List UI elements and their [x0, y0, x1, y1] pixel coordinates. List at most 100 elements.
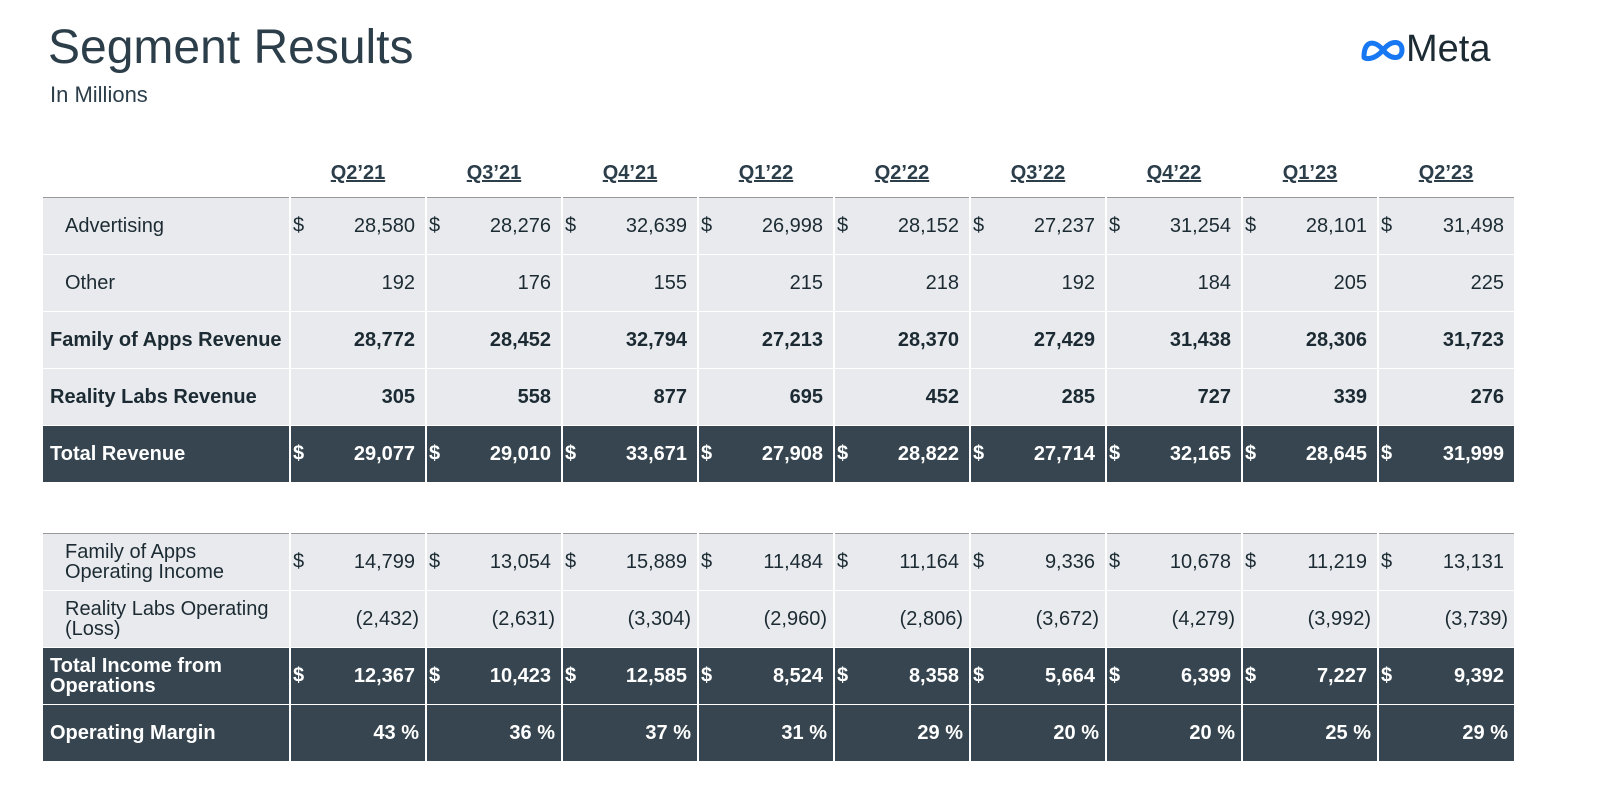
column-header: Q1’23 — [1242, 150, 1378, 198]
value: 176 — [517, 271, 551, 294]
value: 27,908 — [761, 442, 823, 465]
column-header: Q4’21 — [562, 150, 698, 198]
value: 11,219 — [1307, 550, 1367, 573]
cell: $10,678 — [1105, 533, 1243, 591]
currency: $ — [973, 442, 985, 465]
cell: 20 % — [969, 704, 1107, 762]
row: Advertising $28,580 $28,276 $32,639 $26,998 $… — [43, 197, 1514, 255]
value: 32,639 — [625, 214, 687, 237]
row: Operating Margin 43 % 36 % 37 % 31 % 29 % 20 %… — [43, 704, 1514, 762]
cell: 558 — [425, 368, 563, 426]
cell: 276 — [1377, 368, 1514, 426]
value: 32,165 — [1169, 442, 1231, 465]
cell: (2,631) — [425, 590, 563, 648]
value: 877 — [653, 385, 687, 408]
cell: 452 — [833, 368, 971, 426]
value: (2,806) — [899, 607, 963, 630]
value: 25 % — [1325, 721, 1371, 744]
table-income: Family of Apps Operating Income $14,799 $1… — [43, 533, 1514, 762]
value: 215 — [789, 271, 823, 294]
currency: $ — [1109, 664, 1121, 687]
cell: 218 — [833, 254, 971, 312]
cell: $15,889 — [561, 533, 699, 591]
column-header: Q2’22 — [834, 150, 970, 198]
currency: $ — [1245, 550, 1257, 573]
value: 28,370 — [897, 328, 959, 351]
logo-text: Meta — [1406, 28, 1491, 70]
value: 13,054 — [489, 550, 551, 573]
cell: 31,438 — [1105, 311, 1243, 369]
row-label: Total Income from Operations — [43, 647, 291, 705]
currency: $ — [973, 550, 985, 573]
cell: $11,484 — [697, 533, 835, 591]
cell: $28,580 — [289, 197, 427, 255]
value: 9,336 — [1044, 550, 1095, 573]
value: 31,254 — [1169, 214, 1231, 237]
column-header: Q3’22 — [970, 150, 1106, 198]
row-label: Other — [43, 254, 291, 312]
cell: $13,131 — [1377, 533, 1514, 591]
currency: $ — [1109, 214, 1121, 237]
currency: $ — [1381, 664, 1393, 687]
value: 6,399 — [1180, 664, 1231, 687]
cell: $27,908 — [697, 425, 835, 483]
value: 14,799 — [353, 550, 415, 573]
value: 29 % — [1462, 721, 1508, 744]
value: 727 — [1197, 385, 1231, 408]
value: 31 % — [781, 721, 827, 744]
value: 31,498 — [1442, 214, 1504, 237]
currency: $ — [701, 442, 713, 465]
cell: (3,672) — [969, 590, 1107, 648]
value: 27,429 — [1033, 328, 1095, 351]
value: 9,392 — [1453, 664, 1504, 687]
cell: 27,213 — [697, 311, 835, 369]
table-revenue: Q2’21 Q3’21 Q4’21 Q1’22 Q2’22 Q3’22 Q4’22 Q1’23… — [43, 150, 1514, 483]
cell: (2,960) — [697, 590, 835, 648]
cell: 305 — [289, 368, 427, 426]
value: 7,227 — [1316, 664, 1367, 687]
cell: $26,998 — [697, 197, 835, 255]
currency: $ — [429, 664, 441, 687]
value: 28,276 — [489, 214, 551, 237]
cell: 32,794 — [561, 311, 699, 369]
value: 28,101 — [1305, 214, 1367, 237]
cell: $10,423 — [425, 647, 563, 705]
cell: (2,432) — [289, 590, 427, 648]
subtitle: In Millions — [50, 82, 148, 107]
value: 28,822 — [897, 442, 959, 465]
cell: $32,165 — [1105, 425, 1243, 483]
value: 29 % — [917, 721, 963, 744]
cell: 29 % — [833, 704, 971, 762]
value: 184 — [1197, 271, 1231, 294]
value: 32,794 — [625, 328, 687, 351]
cell: 43 % — [289, 704, 427, 762]
currency: $ — [837, 550, 849, 573]
currency: $ — [837, 442, 849, 465]
row-label: Advertising — [43, 197, 291, 255]
cell: 225 — [1377, 254, 1514, 312]
corner — [43, 150, 290, 198]
cell: 285 — [969, 368, 1107, 426]
currency: $ — [1109, 550, 1121, 573]
header-row: Q2’21 Q3’21 Q4’21 Q1’22 Q2’22 Q3’22 Q4’22 Q1’23… — [43, 150, 1514, 198]
value: 305 — [381, 385, 415, 408]
cell: $7,227 — [1241, 647, 1379, 705]
cell: 28,370 — [833, 311, 971, 369]
value: (3,739) — [1444, 607, 1508, 630]
value: 29,010 — [489, 442, 551, 465]
row: Family of Apps Revenue 28,772 28,452 32,794… — [43, 311, 1514, 369]
currency: $ — [973, 664, 985, 687]
currency: $ — [1381, 214, 1393, 237]
value: 452 — [925, 385, 959, 408]
value: 20 % — [1053, 721, 1099, 744]
cell: 184 — [1105, 254, 1243, 312]
value: 27,237 — [1033, 214, 1095, 237]
value: 285 — [1061, 385, 1095, 408]
cell: 27,429 — [969, 311, 1107, 369]
value: 11,484 — [763, 550, 823, 573]
currency: $ — [293, 442, 305, 465]
value: 36 % — [509, 721, 555, 744]
column-header: Q1’22 — [698, 150, 834, 198]
currency: $ — [565, 214, 577, 237]
cell: $31,254 — [1105, 197, 1243, 255]
